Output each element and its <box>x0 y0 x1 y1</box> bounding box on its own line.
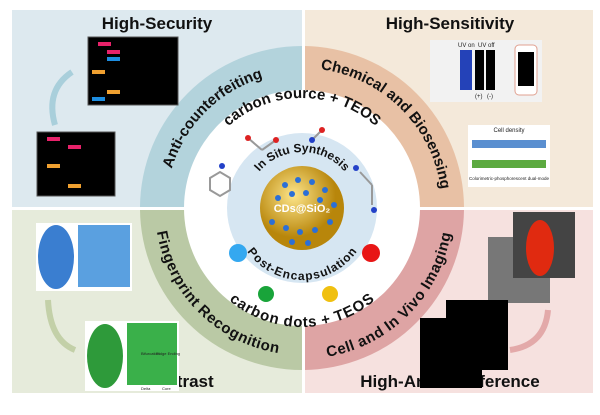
core-label: CDs@SiO₂ <box>274 203 331 215</box>
bifurcation-label: Bifurcation <box>141 351 160 356</box>
cds-sio2-sphere <box>260 166 344 250</box>
cell-image-green <box>446 300 508 370</box>
cell-plate-image <box>468 125 550 187</box>
cell-density-label: Cell density <box>493 128 524 134</box>
green-dot-icon <box>258 286 274 302</box>
carbon-dot-emitters <box>229 244 380 302</box>
yellow-dot-icon <box>322 286 338 302</box>
title-high-security: High-Security <box>102 14 213 33</box>
positive-label: (+) <box>475 94 483 100</box>
sphere-dots <box>269 177 337 246</box>
title-high-sensitivity: High-Sensitivity <box>386 14 515 33</box>
blue-dot-icon <box>229 244 247 262</box>
dual-mode-label: Colorimetric-phosphorescent dual-mode <box>469 176 550 181</box>
molecule-icons <box>209 127 377 213</box>
arrow-icon <box>509 309 551 353</box>
red-dot-icon <box>362 244 380 262</box>
negative-label: (-) <box>487 94 493 100</box>
phone-icon <box>518 52 534 86</box>
arrow-icon <box>49 69 74 126</box>
arrow-icon <box>45 299 77 353</box>
uv-off-label: UV off <box>478 43 495 49</box>
ridge-ending-label: Ridge Ending <box>156 351 180 356</box>
delta-label: Delta <box>141 386 151 391</box>
core-label-fp: Core <box>162 386 171 391</box>
uv-on-label: UV on <box>458 43 475 49</box>
